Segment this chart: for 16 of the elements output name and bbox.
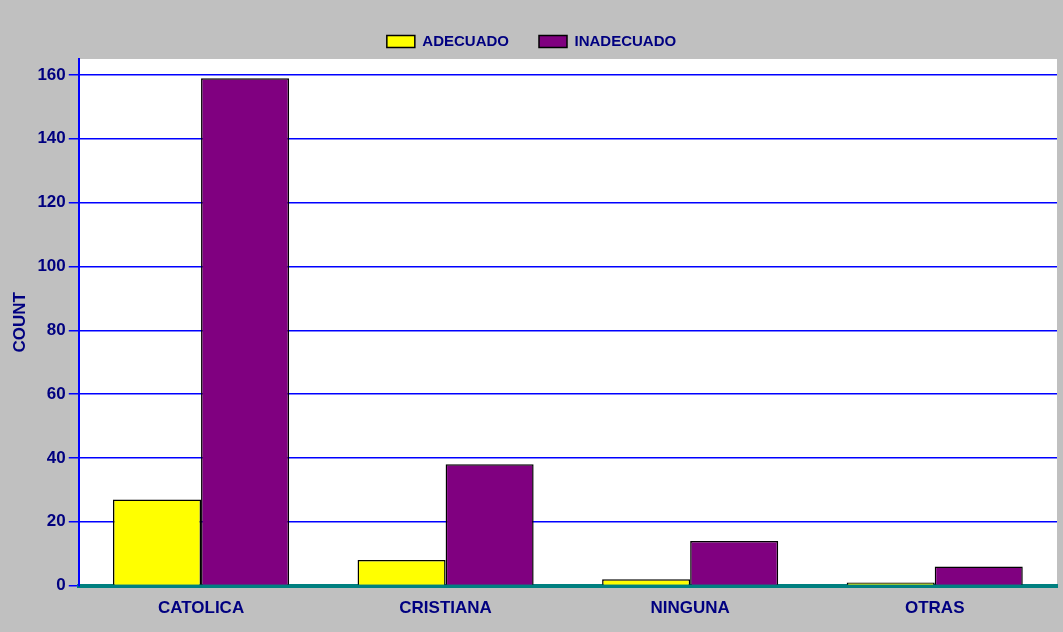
y-tick-label: 100 <box>37 256 66 276</box>
y-tick-label: 40 <box>46 447 66 467</box>
y-tick-label: 60 <box>46 383 66 403</box>
y-tick-label: 120 <box>37 192 66 212</box>
y-axis-title: COUNT <box>9 291 29 353</box>
x-tick-label: CRISTIANA <box>399 598 492 618</box>
y-tick-label: 0 <box>56 575 66 595</box>
y-tick-label: 160 <box>37 64 66 84</box>
x-tick-label: OTRAS <box>904 598 965 618</box>
x-tick-label: CATOLICA <box>157 598 245 618</box>
y-tick-label: 140 <box>37 128 66 148</box>
legend-label: INADECUADO <box>574 31 677 49</box>
x-tick-label: NINGUNA <box>650 598 730 618</box>
y-tick-label: 80 <box>46 319 66 339</box>
y-tick-label: 20 <box>46 511 66 531</box>
legend-label: ADECUADO <box>422 31 510 49</box>
